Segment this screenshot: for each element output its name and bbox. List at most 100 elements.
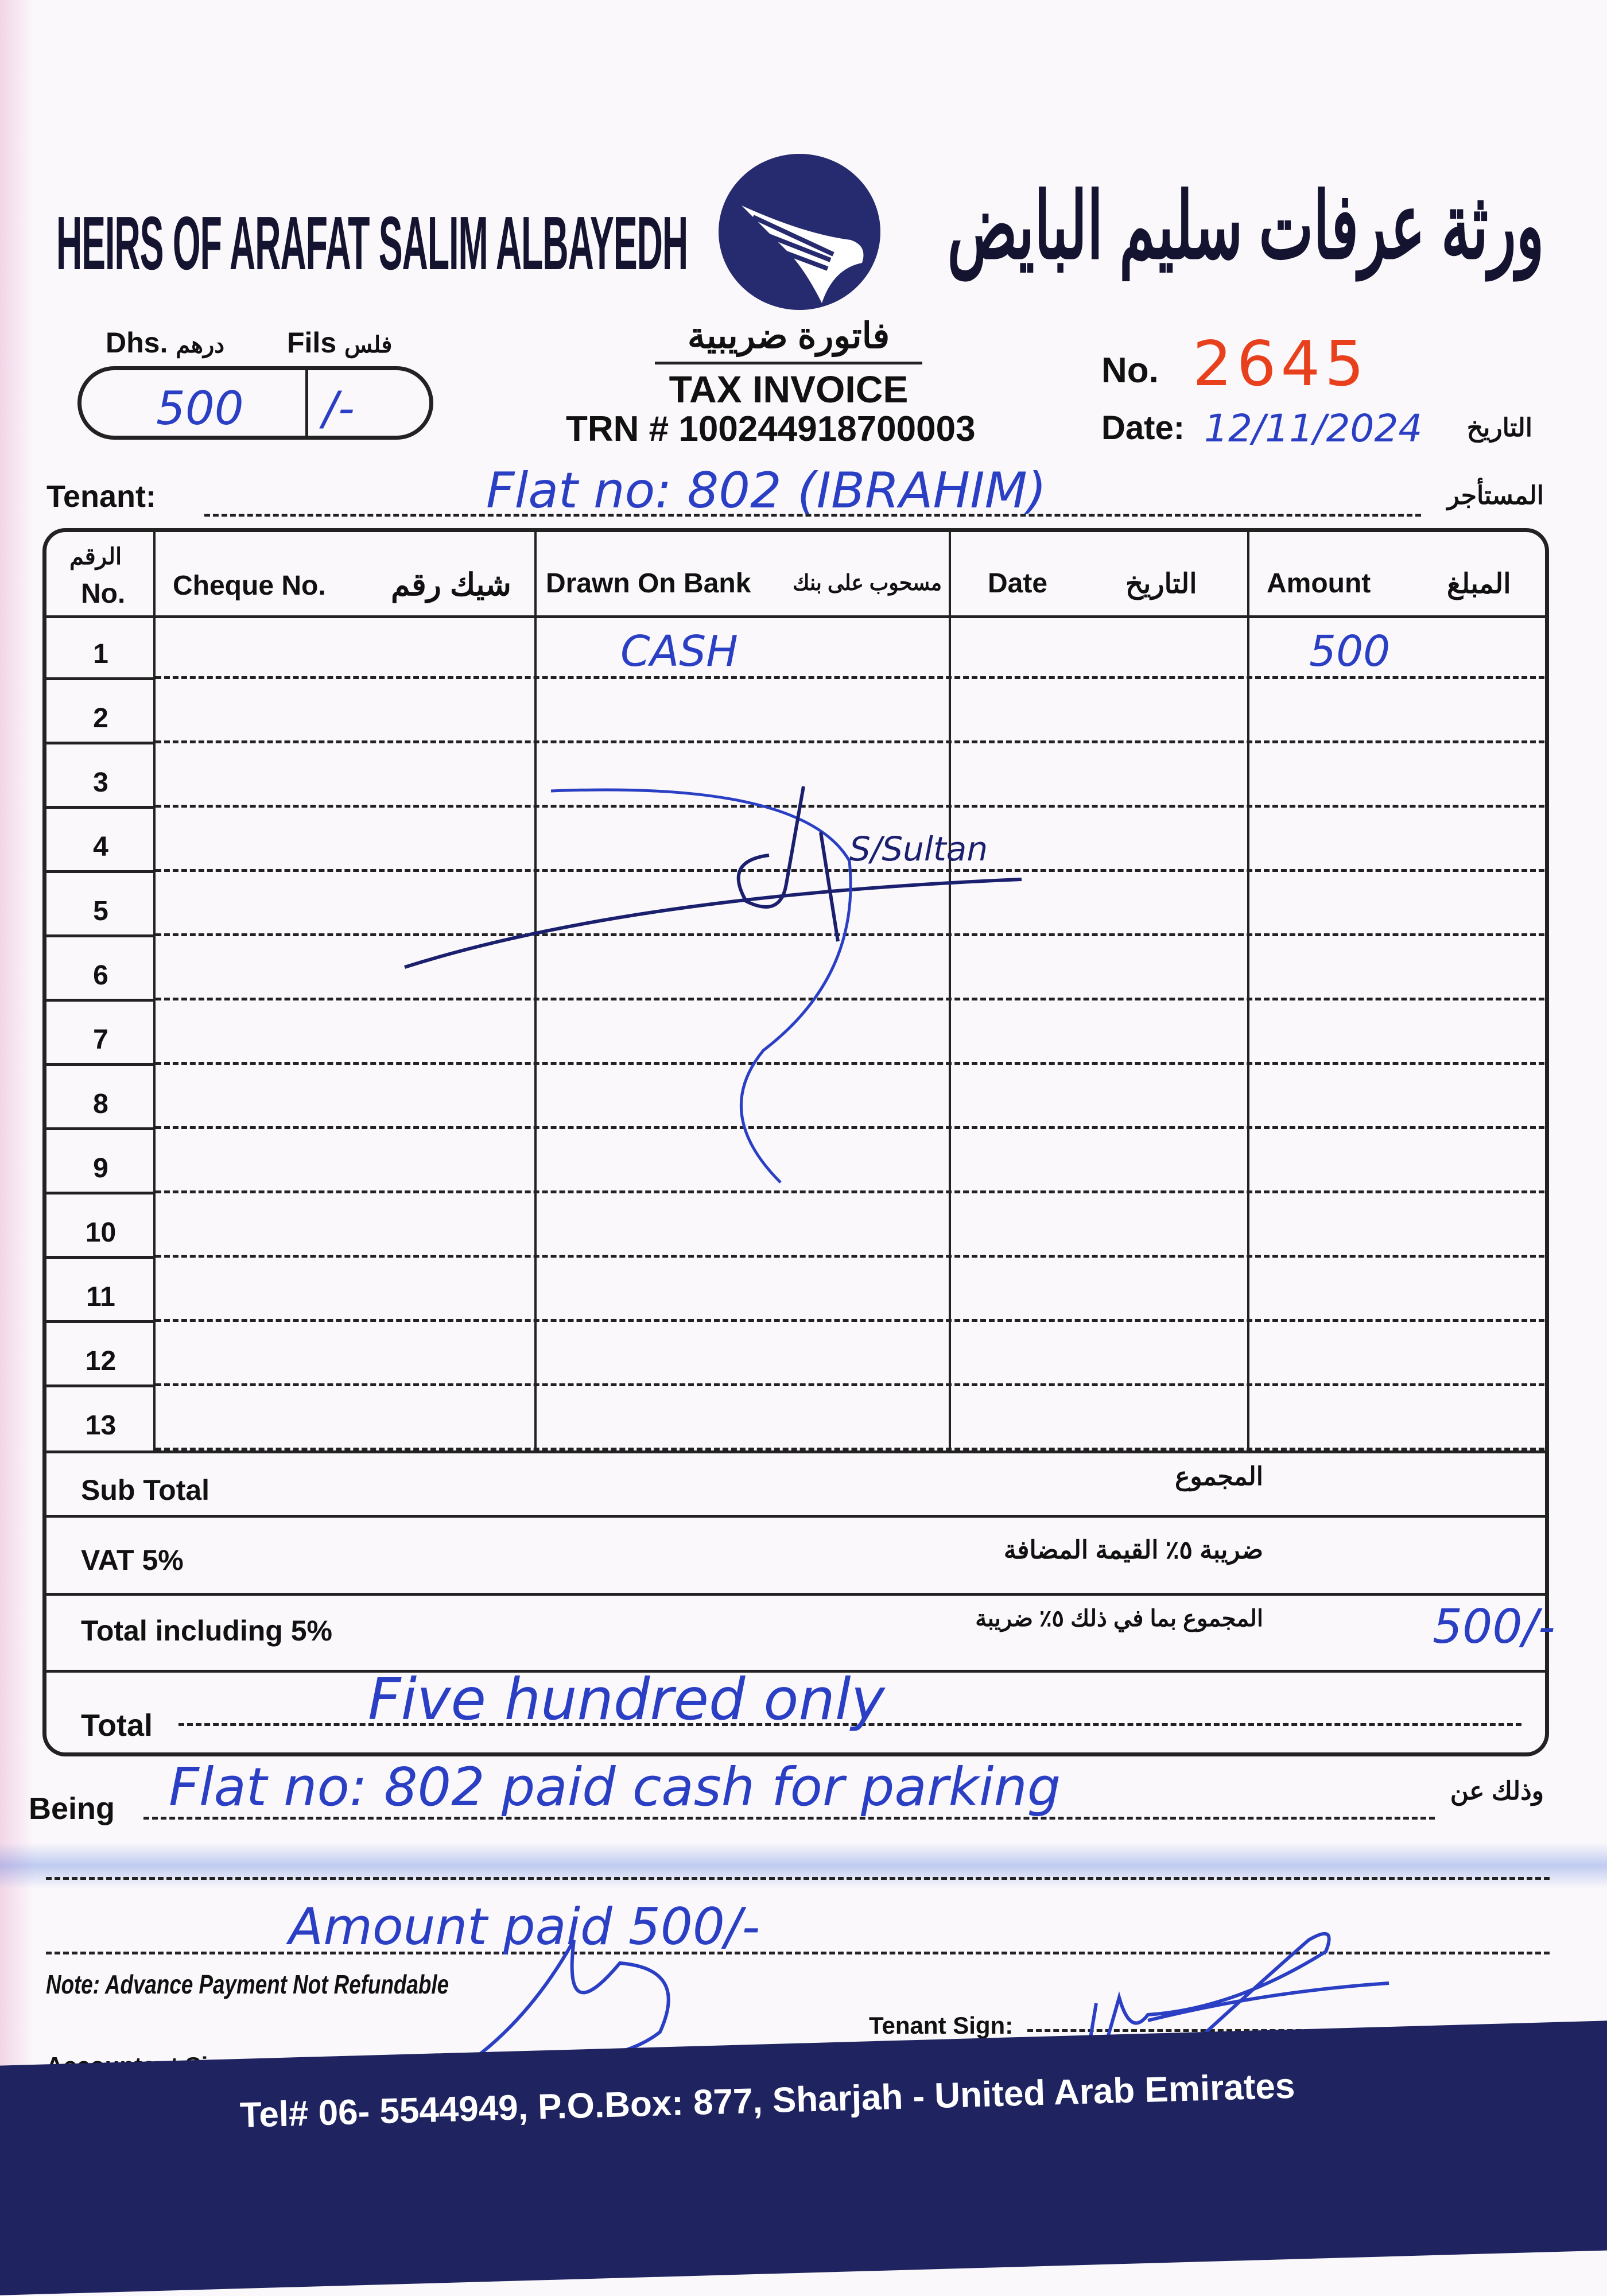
falcon-wing-icon (742, 205, 864, 303)
table-row: 13 (46, 1387, 1546, 1451)
col-divider-cheque (534, 532, 537, 1450)
scribble-curve (550, 788, 852, 1184)
vat-top-line (46, 1515, 1546, 1518)
row-dashed-line (156, 998, 1544, 1000)
being-line-2 (46, 1877, 1550, 1880)
table-row: 7 (46, 1001, 1546, 1066)
being-text-1: Flat no: 802 paid cash for parking (169, 1756, 1061, 1818)
total-incl-label-ar: المجموع بما في ذلك ٥٪ ضريبة (975, 1606, 1263, 1631)
footer-band (0, 2019, 1607, 2296)
tenant-signature (1089, 1932, 1389, 2045)
tenant-sign-label: Tenant Sign: (869, 2012, 1014, 2039)
being-text-3: Amount paid 500/- (289, 1897, 760, 1956)
th-date-ar: التاريخ (1125, 569, 1197, 599)
row-number-divider (46, 1256, 153, 1259)
refund-note: Note: Advance Payment Not Refundable (46, 1969, 449, 1999)
row-dashed-line (156, 740, 1544, 743)
dhs-label-en: Dhs. (106, 327, 168, 359)
th-cheque: Cheque No. (173, 571, 326, 601)
cheque-table: الرقم No. Cheque No. شيك رقم Drawn On Ba… (42, 528, 1555, 1756)
tenant-line (204, 514, 1421, 517)
row-dashed-line (156, 1448, 1544, 1450)
row-dashed-line (156, 1255, 1544, 1258)
row-dashed-line (156, 1319, 1544, 1322)
date-value: 12/11/2024 (1204, 406, 1423, 451)
row-number-divider (46, 1192, 153, 1194)
row-number: 9 (93, 1153, 108, 1184)
ink-smear (0, 1843, 1607, 1888)
table-row: 10 (46, 1194, 1546, 1259)
invoice-number: 2645 (1193, 328, 1369, 400)
being-label-ar: وذلك عن (1450, 1777, 1544, 1805)
th-bank-ar: مسحوب على بنك (793, 571, 942, 595)
invoice-no-label: No. (1101, 351, 1159, 390)
row-number-divider (46, 870, 153, 873)
table-row: 11 (46, 1258, 1546, 1323)
amount-box: 500 /- (77, 366, 433, 440)
title-underline (655, 362, 922, 364)
being-line-1 (143, 1817, 1435, 1820)
table-row: 5 (46, 872, 1546, 937)
row-number: 10 (85, 1217, 117, 1248)
total-incl-value: 500/- (1433, 1600, 1555, 1654)
row-dashed-line (156, 1383, 1544, 1386)
row-number-divider (46, 934, 153, 937)
row-number: 6 (93, 960, 108, 991)
row-number-divider (46, 1384, 153, 1387)
tenant-value: Flat no: 802 (IBRAHIM) (486, 462, 1047, 519)
col-divider-bank (949, 532, 951, 1450)
signature-stroke (736, 786, 840, 942)
cancel-signature-text: S/Sultan (849, 829, 988, 868)
falcon-logo-icon (719, 154, 880, 310)
table-row: 2 (46, 680, 1546, 744)
subtotal-top-line (46, 1450, 1546, 1453)
row-number: 11 (86, 1282, 115, 1312)
table-row: 9 (46, 1130, 1546, 1194)
row-dashed-line (156, 805, 1544, 808)
row-dashed-line (156, 676, 1544, 679)
table-row: 8 (46, 1065, 1546, 1130)
row-dashed-line (156, 1126, 1544, 1129)
table-row: 1 CASH 500 (46, 615, 1546, 680)
row-number-divider (46, 1063, 153, 1066)
row-number: 12 (85, 1346, 117, 1376)
row-number-divider (46, 806, 153, 809)
row-number: 13 (85, 1410, 117, 1441)
strike-line (404, 878, 1022, 969)
row-number: 5 (93, 896, 108, 926)
total-incl-top-line (46, 1593, 1546, 1596)
fils-value: /- (323, 382, 355, 435)
total-top-line (46, 1670, 1546, 1673)
cancel-scribble (404, 786, 1022, 1184)
th-cheque-ar: شيك رقم (391, 568, 511, 602)
company-name-ar: ورثة عرفات سليم البايض (947, 174, 1544, 277)
total-words: Five hundred only (368, 1666, 885, 1733)
row-number: 4 (93, 832, 108, 862)
th-bank: Drawn On Bank (546, 568, 751, 599)
row-number: 8 (93, 1089, 108, 1119)
company-name-en: HEIRS OF ARAFAT SALIM ALBAYEDH (56, 201, 688, 285)
table-row: 3 (46, 744, 1546, 809)
th-date: Date (988, 568, 1048, 599)
subtotal-label: Sub Total (81, 1474, 210, 1506)
being-line-3 (46, 1952, 1550, 1954)
doc-title-en: TAX INVOICE (669, 368, 909, 410)
fils-label-en: Fils (287, 327, 337, 359)
table-row: 6 (46, 937, 1546, 1002)
th-no-ar: الرقم (69, 544, 122, 569)
row-dashed-line (156, 1062, 1544, 1065)
row-number-divider (46, 742, 153, 744)
dhs-label: Dhs. درهم (106, 326, 224, 359)
col-divider-date (1247, 532, 1249, 1450)
tenant-label-ar: المستأجر (1447, 482, 1544, 510)
date-label-ar: التاريخ (1466, 414, 1532, 442)
subtotal-label-ar: المجموع (1175, 1463, 1263, 1491)
row-number: 7 (93, 1025, 108, 1055)
doc-title-ar: فاتورة ضريبية (687, 316, 890, 356)
table-row: 12 (46, 1322, 1546, 1387)
total-incl-label: Total including 5% (81, 1615, 332, 1647)
row-number-divider (46, 1127, 153, 1130)
row-number-divider (46, 999, 153, 1002)
fils-label-ar: فلس (344, 332, 393, 358)
total-words-line (178, 1723, 1521, 1726)
